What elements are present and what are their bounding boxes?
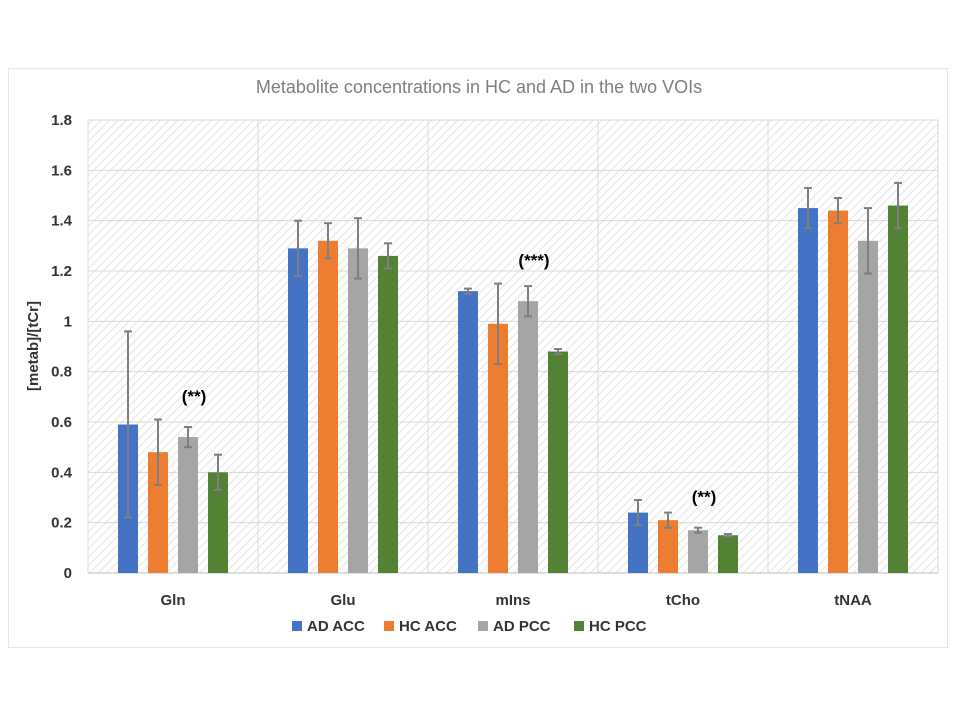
bar-tnaa-hc-pcc xyxy=(888,205,908,574)
bar-tcho-hc-pcc xyxy=(718,535,738,573)
bar-tcho-ad-pcc xyxy=(688,530,708,573)
x-category-label: mIns xyxy=(495,592,530,609)
y-tick-label: 0.4 xyxy=(51,464,73,481)
significance-annotation: (**) xyxy=(692,488,717,507)
bar-tnaa-hc-acc xyxy=(828,210,848,573)
annotations: (**) (***) (**) xyxy=(182,251,717,507)
bar-glu-hc-acc xyxy=(318,240,338,574)
chart-title: Metabolite concentrations in HC and AD i… xyxy=(256,77,702,97)
bar-tcho-ad-acc xyxy=(628,512,648,573)
legend-label: HC ACC xyxy=(399,618,457,635)
significance-annotation: (***) xyxy=(518,251,549,270)
y-tick-label: 0.6 xyxy=(51,414,72,431)
bar-mins-ad-pcc xyxy=(518,301,538,573)
chart-frame xyxy=(8,68,948,648)
bar-gln-ad-pcc xyxy=(178,437,198,573)
y-tick-label: 0.2 xyxy=(51,515,72,532)
y-tick-label: 0.8 xyxy=(51,364,72,381)
bar-gln-hc-pcc xyxy=(208,472,228,573)
y-tick-label: 1 xyxy=(64,313,72,330)
bar-glu-ad-pcc xyxy=(348,248,368,573)
bar-tcho-hc-acc xyxy=(658,520,678,573)
y-tick-label: 1.8 xyxy=(51,112,72,129)
legend-swatch xyxy=(292,621,302,631)
y-tick-label: 0 xyxy=(64,565,72,582)
y-tick-label: 1.2 xyxy=(51,263,72,280)
legend-swatch xyxy=(384,621,394,631)
legend-label: AD PCC xyxy=(493,618,551,635)
x-axis-categories: Gln Glu mIns tCho tNAA xyxy=(161,592,872,609)
y-tick-label: 1.4 xyxy=(51,213,73,230)
x-category-label: Gln xyxy=(161,592,186,609)
bars xyxy=(118,205,908,574)
gridlines xyxy=(87,119,939,574)
error-bars xyxy=(124,181,902,538)
bar-tnaa-ad-pcc xyxy=(858,240,878,574)
y-tick-label: 1.6 xyxy=(51,162,72,179)
bar-glu-ad-acc xyxy=(288,248,308,573)
bar-mins-hc-acc xyxy=(488,323,508,573)
legend-label: HC PCC xyxy=(589,618,647,635)
y-axis-label: [metab]/[tCr] xyxy=(25,301,42,391)
legend-label: AD ACC xyxy=(307,618,365,635)
legend-swatch xyxy=(478,621,488,631)
legend-swatch xyxy=(574,621,584,631)
legend: AD ACC HC ACC AD PCC HC PCC xyxy=(292,618,647,635)
x-category-label: tNAA xyxy=(834,592,872,609)
y-axis-ticks: 0 0.2 0.4 0.6 0.8 1 1.2 1.4 1.6 1.8 xyxy=(51,112,73,582)
bar-gln-hc-acc xyxy=(148,452,168,573)
significance-annotation: (**) xyxy=(182,387,207,406)
x-category-label: tCho xyxy=(666,592,700,609)
plot-area-background xyxy=(88,120,938,573)
bar-mins-ad-acc xyxy=(458,291,478,573)
bar-mins-hc-pcc xyxy=(548,351,568,573)
x-category-label: Glu xyxy=(331,592,356,609)
bar-tnaa-ad-acc xyxy=(798,208,818,574)
bar-glu-hc-pcc xyxy=(378,255,398,573)
